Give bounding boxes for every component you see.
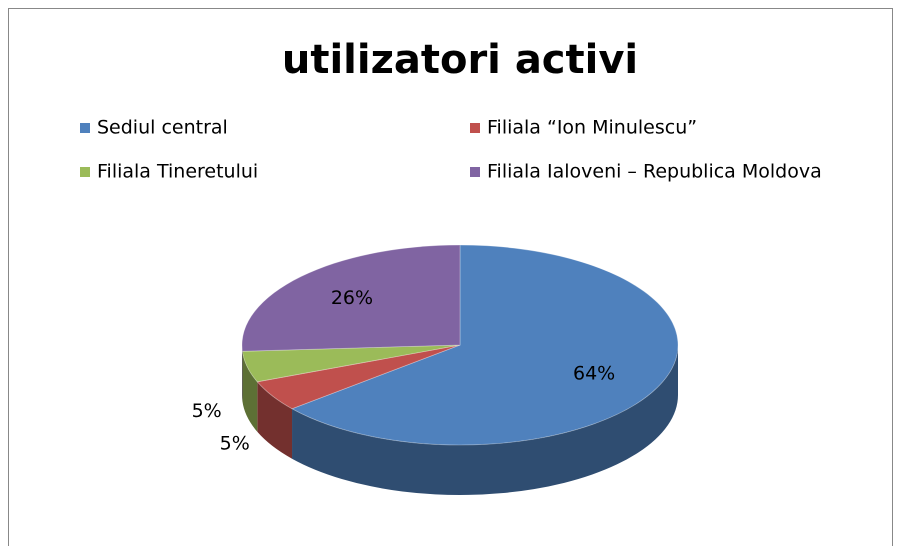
legend-swatch bbox=[80, 167, 90, 177]
slice-side bbox=[242, 351, 258, 432]
legend-label: Filiala “Ion Minulescu” bbox=[487, 117, 697, 139]
slice-side bbox=[292, 345, 678, 495]
data-label: 26% bbox=[331, 287, 373, 309]
legend-label: Sediul central bbox=[97, 117, 228, 139]
slice bbox=[256, 344, 461, 410]
legend-label: Filiala Ialoveni – Republica Moldova bbox=[487, 161, 822, 183]
slice-side bbox=[257, 381, 293, 459]
slice bbox=[241, 344, 461, 383]
data-label: 64% bbox=[573, 362, 615, 384]
data-label: 5% bbox=[192, 400, 222, 422]
chart-title: utilizatori activi bbox=[282, 37, 638, 83]
slice bbox=[291, 244, 679, 446]
slice bbox=[241, 244, 461, 352]
legend-swatch bbox=[470, 167, 480, 177]
legend-label: Filiala Tineretului bbox=[97, 161, 258, 183]
legend-swatch bbox=[470, 123, 480, 133]
data-label: 5% bbox=[220, 433, 250, 455]
legend-swatch bbox=[80, 123, 90, 133]
